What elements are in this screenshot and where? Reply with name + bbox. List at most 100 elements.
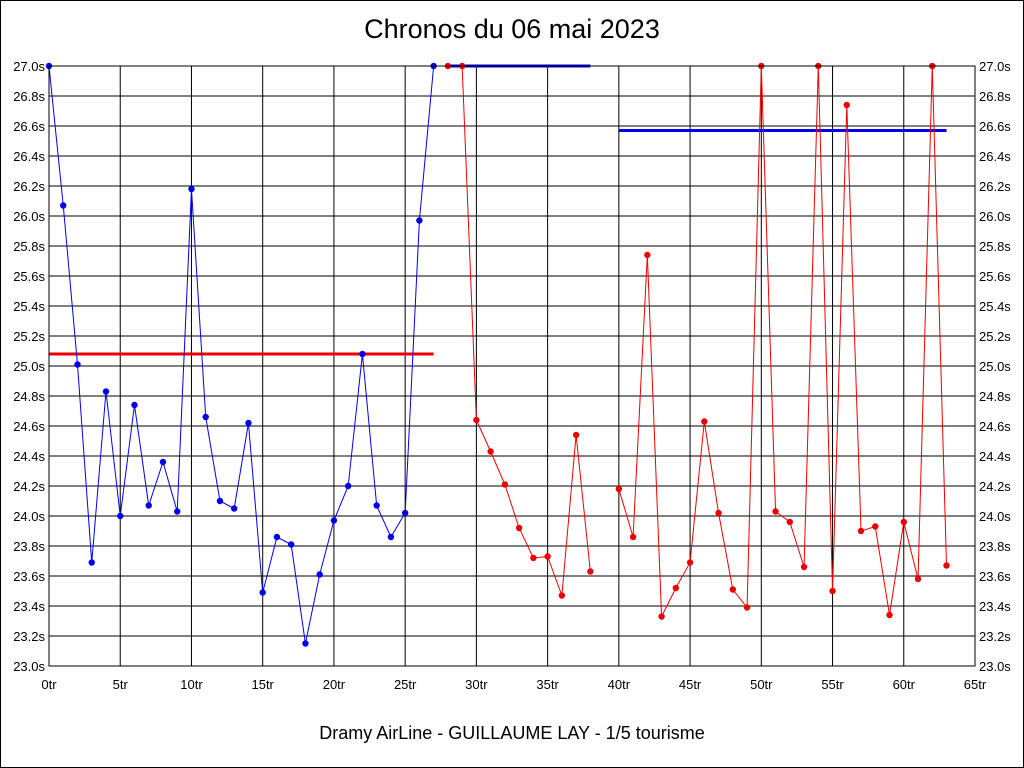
- y-tick-label-right: 23.8s: [979, 539, 1011, 554]
- y-tick-label-left: 23.0s: [13, 659, 45, 674]
- data-point: [330, 517, 338, 524]
- data-point: [501, 481, 509, 488]
- y-tick-label-left: 23.8s: [13, 539, 45, 554]
- data-point: [572, 431, 580, 439]
- y-tick-label-right: 26.0s: [979, 209, 1011, 224]
- data-point: [587, 568, 594, 575]
- y-tick-label-left: 24.0s: [13, 509, 45, 524]
- data-point: [872, 523, 879, 530]
- y-tick-label-left: 25.0s: [13, 359, 45, 374]
- data-point: [544, 553, 551, 560]
- y-tick-label-right: 26.4s: [979, 149, 1011, 164]
- x-tick-label: 50tr: [750, 677, 773, 692]
- grid-lines: [48, 65, 976, 667]
- data-point: [715, 509, 722, 517]
- data-point: [174, 508, 181, 515]
- y-tick-label-right: 25.8s: [979, 239, 1011, 254]
- y-tick-label-right: 25.2s: [979, 329, 1011, 344]
- data-point: [387, 533, 395, 541]
- data-point: [117, 512, 124, 520]
- data-point: [302, 640, 309, 647]
- y-tick-label-right: 26.2s: [979, 179, 1011, 194]
- data-point: [88, 559, 95, 566]
- data-point: [886, 611, 893, 619]
- reference-lines: [49, 64, 947, 356]
- y-tick-label-right: 23.6s: [979, 569, 1011, 584]
- x-tick-label: 35tr: [536, 677, 559, 692]
- data-point: [843, 101, 850, 109]
- data-point: [530, 554, 537, 562]
- x-tick-label: 55tr: [821, 677, 844, 692]
- series-1: [45, 62, 437, 647]
- data-point: [473, 416, 480, 424]
- series-layer: [45, 62, 950, 647]
- data-point: [287, 541, 295, 548]
- data-point: [786, 518, 793, 526]
- y-tick-label-right: 23.2s: [979, 629, 1011, 644]
- data-point: [216, 497, 224, 505]
- y-axis-right-ticks: 27.0s 26.8s 26.6s 26.4s 26.2s 26.0s 25.8s 25.6s…: [979, 59, 1011, 674]
- data-point: [829, 587, 836, 595]
- y-tick-label-right: 25.4s: [979, 299, 1011, 314]
- series-line: [48, 65, 435, 644]
- data-point: [159, 458, 167, 466]
- y-tick-label-right: 24.0s: [979, 509, 1011, 524]
- data-point: [800, 563, 808, 571]
- data-point: [701, 418, 708, 425]
- data-point: [245, 419, 252, 427]
- data-point: [658, 613, 665, 620]
- data-point: [943, 562, 950, 569]
- x-tick-label: 5tr: [113, 677, 129, 692]
- data-point: [131, 401, 138, 409]
- data-point: [344, 482, 352, 490]
- y-tick-label-right: 24.2s: [979, 479, 1011, 494]
- x-tick-label: 15tr: [251, 677, 274, 692]
- data-point: [729, 586, 737, 593]
- y-tick-label-right: 23.0s: [979, 659, 1011, 674]
- x-tick-label: 65tr: [964, 677, 987, 692]
- data-point: [359, 350, 366, 358]
- data-point: [743, 604, 751, 611]
- data-point: [102, 388, 110, 395]
- data-point: [60, 202, 67, 209]
- y-tick-label-left: 25.4s: [13, 299, 45, 314]
- series-2: [444, 62, 594, 599]
- y-tick-label-right: 23.4s: [979, 599, 1011, 614]
- y-tick-label-left: 27.0s: [13, 59, 45, 74]
- y-tick-label-right: 27.0s: [979, 59, 1011, 74]
- y-tick-label-right: 26.6s: [979, 119, 1011, 134]
- x-tick-label: 25tr: [394, 677, 417, 692]
- data-point: [672, 584, 680, 592]
- data-point: [74, 361, 81, 368]
- y-tick-label-left: 26.8s: [13, 89, 45, 104]
- data-point: [515, 524, 523, 532]
- x-tick-label: 0tr: [41, 677, 57, 692]
- data-point: [416, 217, 423, 224]
- y-tick-label-left: 24.8s: [13, 389, 45, 404]
- y-tick-label-right: 26.8s: [979, 89, 1011, 104]
- series-3: [615, 62, 950, 620]
- x-tick-label: 60tr: [893, 677, 916, 692]
- y-tick-label-right: 24.8s: [979, 389, 1011, 404]
- plot-area-border: [48, 65, 976, 667]
- y-tick-label-right: 25.0s: [979, 359, 1011, 374]
- y-tick-label-left: 26.0s: [13, 209, 45, 224]
- y-tick-label-left: 23.4s: [13, 599, 45, 614]
- y-tick-label-right: 24.4s: [979, 449, 1011, 464]
- data-point: [558, 592, 566, 599]
- y-tick-label-left: 23.2s: [13, 629, 45, 644]
- data-point: [900, 518, 907, 526]
- data-point: [615, 485, 623, 493]
- y-tick-label-left: 25.8s: [13, 239, 45, 254]
- x-tick-label: 20tr: [323, 677, 346, 692]
- x-tick-label: 45tr: [679, 677, 702, 692]
- data-point: [772, 508, 779, 515]
- data-point: [145, 502, 152, 509]
- data-point: [487, 448, 494, 455]
- x-tick-label: 30tr: [465, 677, 488, 692]
- data-point: [316, 571, 323, 578]
- y-tick-label-right: 24.6s: [979, 419, 1011, 434]
- data-point: [202, 413, 209, 421]
